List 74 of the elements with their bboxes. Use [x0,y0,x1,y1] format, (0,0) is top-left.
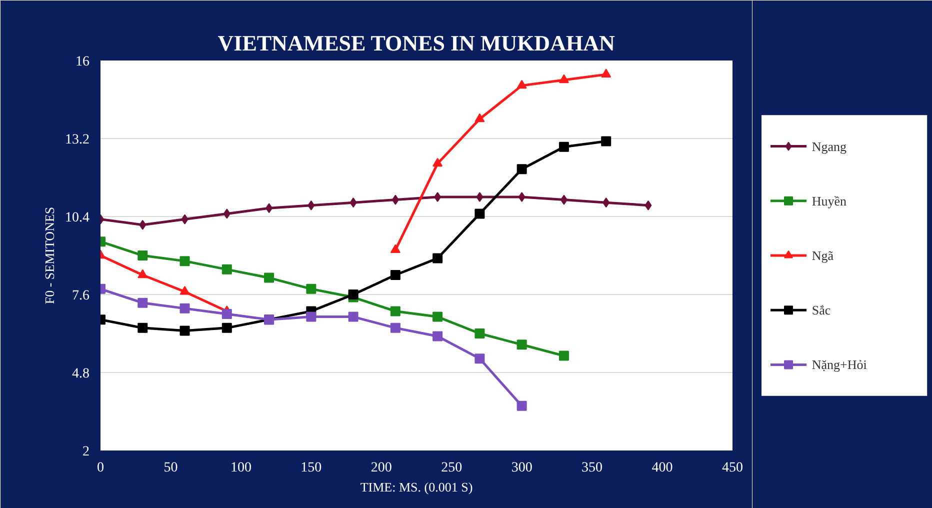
point [348,312,358,322]
y-tick-label: 2 [82,444,90,460]
point [432,331,443,342]
point [306,312,316,322]
y-tick-label: 10.4 [65,210,90,226]
point [474,354,485,364]
x-tick-label: 150 [300,460,322,476]
point [390,270,400,280]
point [266,203,273,214]
point [476,192,484,202]
point [180,326,190,336]
point [308,200,315,210]
point [392,194,399,205]
point [601,136,612,146]
chart-title: VIETNAMESE TONES IN MUKDAHAN [218,30,615,56]
point [390,306,400,316]
x-axis-title: TIME: MS. (0.001 S) [360,480,473,494]
x-tick-label: 400 [652,460,673,476]
point [222,264,232,274]
x-tick-label: 350 [582,460,603,476]
point [516,340,527,350]
point [560,194,568,205]
point [432,312,443,322]
point [264,272,274,283]
point [474,208,485,219]
point [180,256,190,266]
point [222,309,232,319]
legend-label: Huyền [812,193,848,208]
y-tick-label: 16 [76,54,90,70]
point [516,164,527,174]
point [518,192,526,202]
point [558,142,569,152]
point [348,290,358,300]
point [390,244,400,254]
legend-label: Ngang [812,138,848,154]
legend-label: Nặng+Hỏi [812,357,868,372]
point [474,328,485,338]
y-axis-title: F0 - SEMITONES [42,206,57,304]
point [138,269,148,278]
point [516,400,527,411]
x-tick-label: 0 [97,460,104,476]
y-tick-label: 7.6 [72,288,90,304]
x-tick-label: 250 [441,460,462,476]
point [390,322,400,333]
point [181,214,188,224]
point [516,80,527,89]
point [223,208,230,219]
point [432,253,443,264]
point [432,158,443,167]
point [434,192,442,202]
point [558,74,569,84]
point [180,303,190,314]
legend-label: Sắc [812,302,831,318]
x-tick-label: 50 [164,460,178,476]
point [180,286,190,295]
point [138,250,148,260]
y-tick-label: 13.2 [65,132,90,148]
point [139,220,146,230]
point [558,350,569,361]
x-tick-label: 200 [370,460,392,476]
x-tick-label: 100 [230,460,252,476]
point [350,198,357,208]
point [222,322,232,333]
point [306,284,316,294]
point [138,298,148,308]
point [601,68,612,78]
point [602,198,610,208]
point [138,322,148,333]
x-tick-label: 300 [511,460,532,476]
point [644,200,652,210]
x-tick-label: 450 [722,460,743,476]
y-tick-label: 4.8 [72,366,90,382]
legend-label: Ngã [812,248,834,263]
point [474,113,485,122]
